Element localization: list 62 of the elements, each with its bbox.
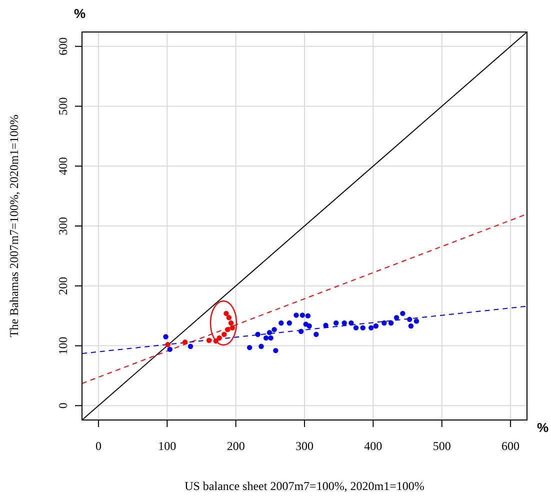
point [228,320,234,326]
point [400,310,406,316]
y-tick-label: 500 [56,97,70,116]
x-tick-label: 600 [502,439,520,453]
point [216,335,222,341]
point [272,326,277,332]
point [263,335,269,341]
y-tick-label: 200 [56,276,70,295]
point [226,315,232,320]
x-tick-label: 100 [158,439,176,453]
point [246,344,252,350]
point [165,342,170,348]
point [333,320,339,326]
point [273,348,278,354]
point [353,325,359,330]
point [167,346,172,352]
point [224,310,229,316]
point [222,332,227,337]
point [406,316,412,322]
x-tick-label: 200 [226,439,245,453]
point [348,320,354,326]
x-tick-label: 0 [95,439,102,453]
x-tick-label: 300 [296,439,314,453]
point [286,320,292,326]
point [314,332,319,337]
point [408,323,414,329]
point [323,322,328,328]
point [258,344,264,349]
point [305,313,311,318]
point [382,320,387,326]
point [268,335,274,341]
point [255,332,260,337]
point [414,318,420,324]
point [182,340,188,345]
point [306,323,312,329]
point [224,326,230,332]
point [373,323,379,329]
point [188,344,194,349]
point [163,334,168,340]
y-tick-label: 600 [56,37,70,56]
point [388,320,394,326]
x-axis-title: US balance sheet 2007m7=100%, 2020m1=100% [184,479,424,493]
y-tick-label: 300 [56,217,70,235]
point [206,338,212,343]
point [368,325,374,330]
point [394,315,400,320]
y-tick-label: 400 [56,157,70,176]
point [342,320,347,326]
x-tick-label: 400 [364,439,382,453]
point [278,320,284,326]
text: % [74,6,86,21]
point [266,330,272,336]
text: % [537,420,549,435]
point [294,312,299,318]
y-tick-label: 100 [56,336,70,355]
point [298,328,304,334]
y-axis-title: The Bahamas 2007m7=100%, 2020m1=100% [7,114,21,338]
point [300,312,306,318]
point [360,325,366,330]
y-tick-label: 0 [56,402,70,409]
point [230,325,235,330]
x-tick-label: 500 [432,439,451,453]
